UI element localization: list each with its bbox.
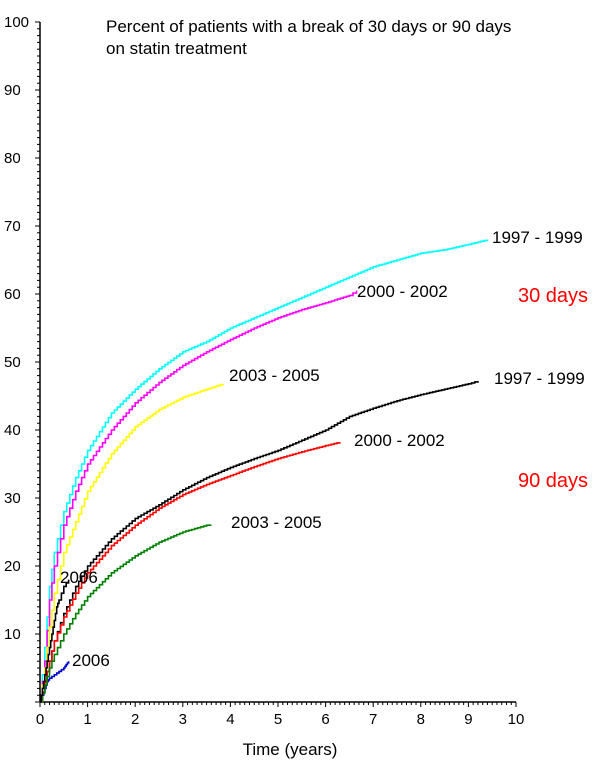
y-tick-label: 20: [4, 558, 21, 575]
x-tick-label: 5: [274, 711, 282, 728]
group-label-30-days: 30 days: [518, 285, 588, 307]
axes: 0 1 2 3 4 5 6 7 8 9 10 10 20 30 40 50 60 70 80 90 100: [4, 14, 524, 728]
y-tick-label: 40: [4, 422, 21, 439]
series-line-30-days-1997-1999: [40, 239, 489, 703]
y-tick-label: 100: [4, 14, 29, 31]
chart-title-line-2: on statin treatment: [106, 39, 247, 58]
x-tick-label: 2: [131, 711, 139, 728]
series-line-90-days-2000-2002: [40, 442, 341, 703]
series-line-30-days-2000-2002: [40, 290, 358, 703]
y-tick-label: 10: [4, 626, 21, 643]
x-tick-label: 9: [464, 711, 472, 728]
series-label: 2000 - 2002: [354, 431, 445, 450]
y-tick-label: 50: [4, 354, 21, 371]
series-labels: 1997 - 1999 2000 - 2002 2003 - 2005 2006 199…: [60, 228, 585, 670]
chart-title: Percent of patients with a break of 30 d…: [106, 17, 511, 58]
x-tick-label: 8: [417, 711, 425, 728]
series-label: 2006: [60, 568, 98, 587]
series-label: 2003 - 2005: [231, 513, 322, 532]
series-label: 1997 - 1999: [494, 369, 585, 388]
x-tick-label: 3: [179, 711, 187, 728]
series-lines: [40, 239, 489, 703]
y-tick-label: 30: [4, 490, 21, 507]
x-tick-label: 1: [83, 711, 91, 728]
series-label: 1997 - 1999: [492, 228, 583, 247]
y-tick-label: 80: [4, 150, 21, 167]
series-line-90-days-1997-1999: [40, 381, 479, 703]
series-label: 2006: [72, 651, 110, 670]
series-line-90-days-2003-2005: [40, 524, 212, 703]
group-labels: 30 days 90 days: [518, 285, 588, 492]
y-tick-label: 90: [4, 82, 21, 99]
x-axis-label: Time (years): [243, 740, 338, 759]
series-label: 2000 - 2002: [357, 282, 448, 301]
chart-title-line-1: Percent of patients with a break of 30 d…: [106, 17, 511, 36]
series-line-30-days-2003-2005: [40, 383, 225, 703]
x-tick-label: 0: [36, 711, 44, 728]
x-tick-label: 4: [226, 711, 234, 728]
series-label: 2003 - 2005: [229, 366, 320, 385]
series-line-90-days-2006: [40, 579, 70, 703]
y-tick-label: 60: [4, 286, 21, 303]
x-tick-label: 10: [508, 711, 525, 728]
y-tick-label: 70: [4, 218, 21, 235]
group-label-90-days: 90 days: [518, 470, 588, 492]
x-tick-label: 7: [369, 711, 377, 728]
x-tick-label: 6: [321, 711, 329, 728]
